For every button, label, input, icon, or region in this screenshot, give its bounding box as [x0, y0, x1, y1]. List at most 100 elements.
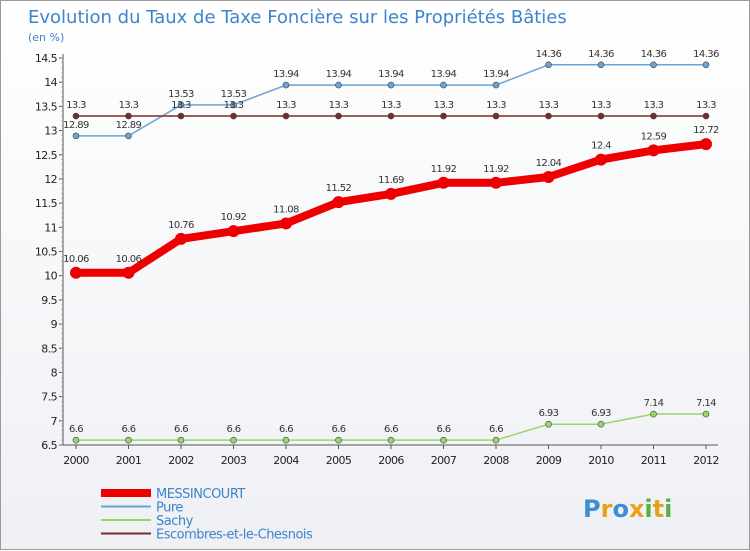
data-point	[440, 436, 447, 444]
data-label: 14.36	[641, 49, 667, 60]
logo-letter: i	[664, 495, 672, 523]
legend-label: Escombres-et-le-Chesnois	[156, 528, 313, 543]
data-label: 13.53	[168, 89, 194, 100]
unit-label: (en %)	[28, 31, 64, 44]
series-sachy: 6.6 6.6 6.6 6.6 6.6 6.6 6.6 6.6 6.6 6.93 6.93 7.14 7…	[69, 398, 717, 444]
data-point	[545, 61, 552, 69]
data-point	[70, 266, 82, 279]
logo-letter: r	[601, 495, 613, 523]
data-label: 7.14	[696, 398, 716, 409]
data-point	[385, 187, 397, 200]
data-label: 10.76	[168, 220, 194, 231]
data-label: 13.94	[483, 69, 509, 80]
data-point	[437, 176, 450, 189]
data-label: 6.6	[69, 424, 83, 435]
data-label: 11.08	[273, 204, 299, 215]
y-tick-label: 11	[44, 221, 57, 234]
logo-text: Proxiti	[583, 495, 672, 523]
data-label: 6.6	[436, 424, 450, 435]
data-point	[387, 436, 395, 444]
y-tick-label: 9	[51, 318, 58, 331]
data-label: 11.69	[378, 175, 404, 186]
data-label: 13.3	[224, 100, 244, 111]
data-label: 12.59	[641, 131, 667, 142]
data-label: 13.3	[486, 100, 506, 111]
data-label: 10.92	[221, 212, 247, 223]
data-point	[335, 81, 342, 89]
legend-label: MESSINCOURT	[156, 487, 245, 502]
y-tick-label: 6.5	[41, 439, 57, 452]
data-point	[650, 61, 657, 69]
data-point	[335, 436, 342, 444]
series-pure: 12.89 12.89 13.53 13.53 13.94 13.94 13.94 13.94…	[63, 49, 720, 140]
data-point	[282, 436, 290, 444]
data-label: 13.3	[381, 100, 401, 111]
data-label: 12.72	[693, 125, 719, 136]
data-point	[702, 410, 710, 418]
x-tick-label: 2012	[693, 454, 719, 467]
y-tick-label: 7	[51, 415, 58, 428]
logo-letter: i	[644, 495, 652, 523]
data-label: 13.94	[431, 69, 457, 80]
data-label: 13.3	[329, 100, 349, 111]
data-label: 14.36	[588, 49, 614, 60]
data-label: 12.4	[591, 141, 611, 152]
series-messincourt: 10.06 10.06 10.76 10.92 11.08 11.52 11.69 11.92…	[63, 125, 720, 279]
data-point	[282, 112, 290, 120]
data-label: 6.6	[331, 424, 345, 435]
data-point	[700, 138, 712, 151]
logo-letter: P	[583, 495, 601, 523]
data-label: 6.6	[174, 424, 188, 435]
data-label: 12.89	[116, 120, 142, 131]
data-point	[335, 112, 342, 120]
x-tick-label: 2008	[483, 454, 509, 467]
logo-letter: x	[629, 495, 645, 523]
x-tick-label: 2004	[273, 454, 299, 467]
data-point	[597, 112, 605, 120]
x-tick-label: 2007	[431, 454, 457, 467]
data-label: 13.3	[171, 100, 191, 111]
y-tick-label: 12.5	[35, 149, 58, 162]
data-label: 12.04	[536, 158, 562, 169]
data-point	[595, 153, 607, 166]
data-point	[332, 196, 345, 209]
data-point	[702, 112, 710, 120]
y-tick-label: 10.5	[35, 246, 58, 259]
x-tick-label: 2002	[168, 454, 194, 467]
data-point	[542, 171, 555, 184]
y-tick-label: 9.5	[41, 294, 57, 307]
y-tick-label: 8.5	[41, 342, 57, 355]
x-tick-label: 2006	[378, 454, 404, 467]
series-line	[76, 140, 707, 277]
data-point	[230, 101, 237, 109]
data-point	[647, 144, 660, 157]
data-point	[545, 420, 552, 428]
data-point	[72, 112, 80, 120]
data-point	[387, 112, 395, 120]
data-label: 13.94	[326, 69, 352, 80]
data-label: 11.52	[326, 183, 352, 194]
y-tick-label: 8	[51, 366, 58, 379]
legend-label: Pure	[156, 501, 183, 516]
legend-label: Sachy	[156, 514, 194, 529]
data-point	[597, 420, 605, 428]
data-point	[282, 81, 290, 89]
data-point	[72, 132, 80, 140]
data-label: 13.3	[591, 100, 611, 111]
x-tick-label: 2003	[221, 454, 247, 467]
data-point	[230, 112, 237, 120]
data-label: 12.89	[63, 120, 89, 131]
data-point	[490, 176, 502, 189]
series-layer: 12.89 12.89 13.53 13.53 13.94 13.94 13.94 13.94…	[63, 49, 720, 444]
data-label: 13.3	[696, 100, 716, 111]
data-label: 6.6	[384, 424, 398, 435]
data-label: 6.6	[226, 424, 240, 435]
y-tick-label: 13	[44, 125, 57, 138]
proxiti-logo: Proxiti	[583, 495, 672, 523]
axes: 6.5 7 7.5 8 8.5 9 9.5 10 10.5 11 11.5 12 12.5 13 13.5 1…	[35, 52, 719, 467]
y-tick-label: 14	[44, 76, 57, 89]
data-label: 6.93	[591, 408, 611, 419]
series-escombres-et-le-chesnois: 13.3 13.3 13.3 13.3 13.3 13.3 13.3 13.3 13.3 13.3…	[66, 100, 717, 120]
data-point	[387, 81, 395, 89]
